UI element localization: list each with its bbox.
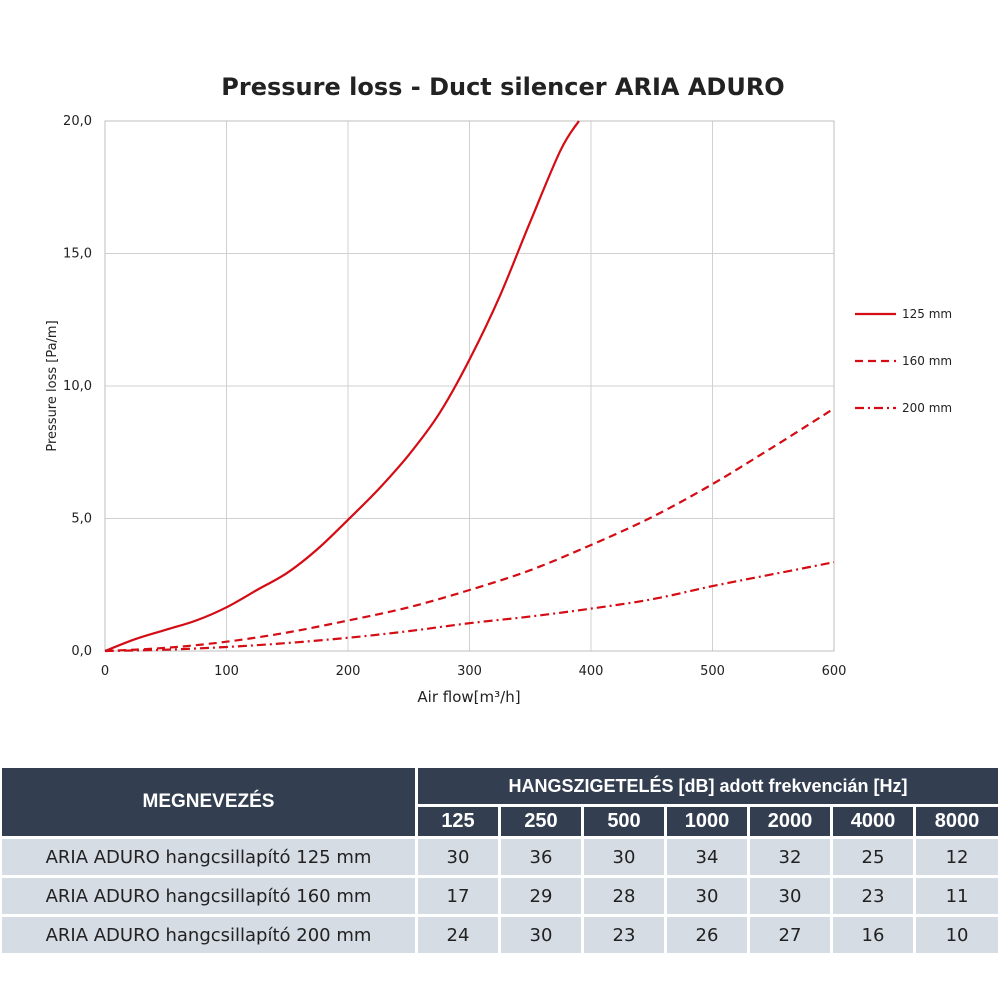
frequency-header: 125 [418, 807, 501, 836]
series-line-160-mm [104, 407, 835, 653]
y-axis-label: Pressure loss [Pa/m] [45, 320, 60, 451]
y-tick-label: 20,0 [63, 114, 92, 129]
insulation-value-cell: 34 [667, 836, 750, 875]
x-tick-label: 400 [579, 664, 604, 679]
insulation-value-cell: 17 [418, 875, 501, 914]
x-tick-label: 600 [822, 664, 847, 679]
sound-insulation-table: MEGNEVEZÉS HANGSZIGETELÉS [dB] adott fre… [2, 768, 999, 953]
insulation-value-cell: 28 [584, 875, 667, 914]
pressure-loss-chart: Pressure loss - Duct silencer ARIA ADURO… [45, 73, 952, 706]
frequency-header: 1000 [667, 807, 750, 836]
insulation-value-cell: 30 [667, 875, 750, 914]
y-tick-label: 0,0 [71, 644, 92, 659]
x-tick-label: 300 [457, 664, 482, 679]
x-axis-label: Air flow[m³/h] [417, 688, 520, 706]
chart-title: Pressure loss - Duct silencer ARIA ADURO [221, 73, 784, 101]
insulation-value-cell: 30 [750, 875, 833, 914]
series-lines [104, 120, 835, 653]
frequency-header: 250 [501, 807, 584, 836]
table-row: ARIA ADURO hangcsillapító 200 mm 24 30 23 26… [2, 914, 999, 953]
insulation-value-cell: 23 [833, 875, 916, 914]
tick-labels: 0 100 200 300 400 500 600 0,0 5,0 10,0 15,0 20,0 [63, 114, 846, 679]
insulation-header: HANGSZIGETELÉS [dB] adott frekvencián [H… [418, 768, 999, 807]
y-tick-label: 5,0 [71, 512, 92, 527]
frequency-header: 8000 [916, 807, 999, 836]
legend: 125 mm 160 mm 200 mm [855, 307, 952, 415]
insulation-value-cell: 29 [501, 875, 584, 914]
series-line-125-mm [104, 120, 580, 653]
product-name-cell: ARIA ADURO hangcsillapító 160 mm [2, 875, 418, 914]
x-tick-label: 100 [214, 664, 239, 679]
insulation-value-cell: 24 [418, 914, 501, 953]
y-tick-label: 15,0 [63, 247, 92, 262]
x-tick-label: 0 [101, 664, 109, 679]
insulation-value-cell: 36 [501, 836, 584, 875]
plot-area-border [104, 120, 835, 652]
frequency-header: 4000 [833, 807, 916, 836]
legend-label: 125 mm [902, 307, 952, 321]
frequency-header: 2000 [750, 807, 833, 836]
insulation-value-cell: 30 [418, 836, 501, 875]
legend-label: 200 mm [902, 401, 952, 415]
insulation-value-cell: 16 [833, 914, 916, 953]
product-name-cell: ARIA ADURO hangcsillapító 200 mm [2, 914, 418, 953]
insulation-value-cell: 11 [916, 875, 999, 914]
grid [104, 120, 835, 652]
insulation-value-cell: 12 [916, 836, 999, 875]
insulation-value-cell: 10 [916, 914, 999, 953]
name-column-header: MEGNEVEZÉS [2, 768, 418, 836]
insulation-value-cell: 30 [584, 836, 667, 875]
y-tick-label: 10,0 [63, 379, 92, 394]
series-line-200-mm [104, 561, 835, 653]
insulation-value-cell: 23 [584, 914, 667, 953]
table-row: ARIA ADURO hangcsillapító 160 mm 17 29 28 30… [2, 875, 999, 914]
insulation-value-cell: 26 [667, 914, 750, 953]
product-name-cell: ARIA ADURO hangcsillapító 125 mm [2, 836, 418, 875]
table-row: ARIA ADURO hangcsillapító 125 mm 30 36 30 34… [2, 836, 999, 875]
x-tick-label: 200 [336, 664, 361, 679]
legend-label: 160 mm [902, 354, 952, 368]
insulation-value-cell: 30 [501, 914, 584, 953]
insulation-value-cell: 27 [750, 914, 833, 953]
insulation-value-cell: 25 [833, 836, 916, 875]
insulation-value-cell: 32 [750, 836, 833, 875]
x-tick-label: 500 [700, 664, 725, 679]
frequency-header: 500 [584, 807, 667, 836]
